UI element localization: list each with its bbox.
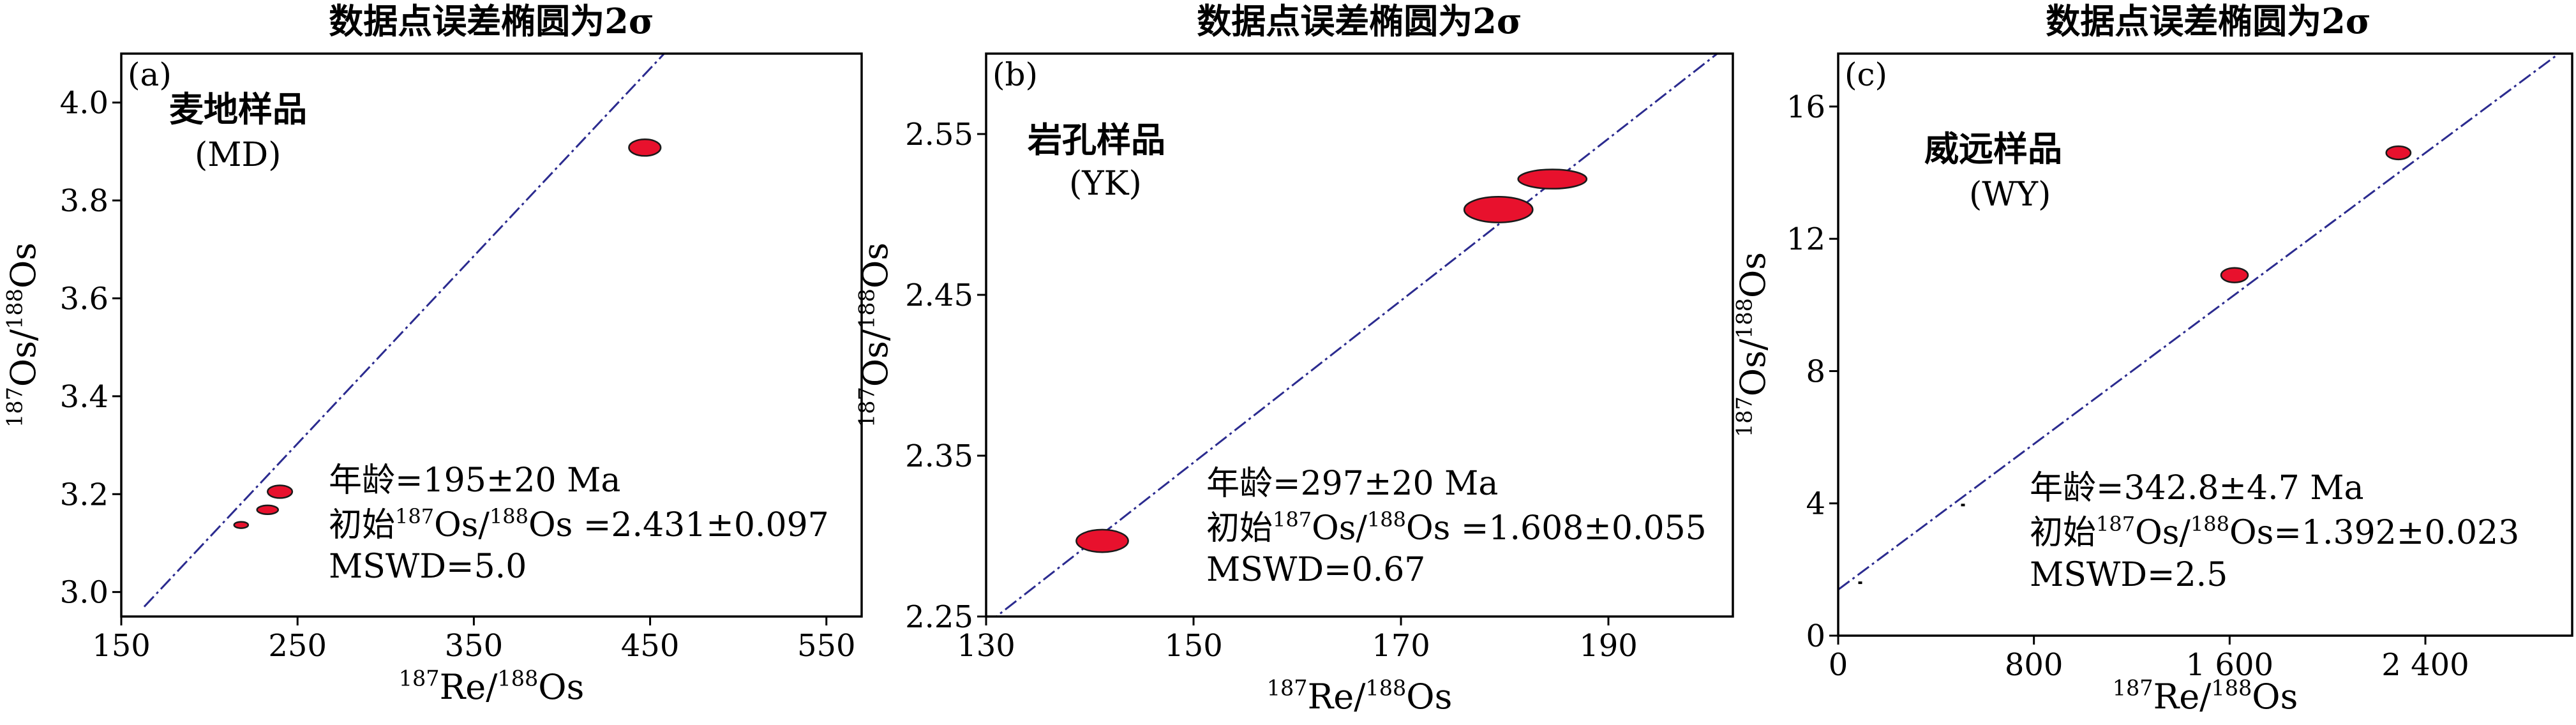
y-axis-label: 187Os/188Os [1732,252,1773,437]
sample-code: (WY) [1969,176,2051,214]
plot-frame [120,52,863,618]
x-axis-label: 187Re/188Os [399,666,585,707]
y-tick-label: 8 [1806,354,1825,389]
y-tick-label: 2.35 [905,438,973,474]
sample-code: (MD) [195,136,281,174]
y-tick-label: 3.2 [60,477,109,512]
x-axis-label: 187Re/188Os [2113,675,2298,717]
mswd-annotation: MSWD=0.67 [1206,551,1425,589]
initial-ratio-annotation: 初始187Os/188Os =2.431±0.097 [329,504,829,544]
y-tick-label: 2.45 [905,278,973,313]
age-annotation: 年龄=342.8±4.7 Ma [2030,469,2363,507]
error-ellipse-1 [1463,196,1534,223]
x-tick-label: 190 [1579,628,1638,664]
sample-name: 麦地样品 [169,89,307,130]
y-tick-label: 3.0 [60,575,109,611]
y-tick-label: 16 [1786,89,1825,125]
age-annotation: 年龄=297±20 Ma [1206,465,1498,503]
error-ellipse-1 [2385,145,2412,161]
small-data-mark-1 [1858,581,1862,585]
initial-ratio-annotation: 初始187Os/188Os =1.608±0.055 [1206,507,1707,548]
x-tick-label: 550 [797,628,856,664]
y-tick-label: 0 [1806,618,1825,654]
y-axis-label: 187Os/188Os [2,243,43,428]
chart-title: 数据点误差椭圆为2σ [1197,1,1522,41]
mswd-annotation: MSWD=2.5 [2030,556,2228,594]
mswd-annotation: MSWD=5.0 [329,548,527,586]
error-ellipse-2 [266,484,294,499]
x-tick-label: 130 [957,628,1015,664]
chart-title: 数据点误差椭圆为2σ [329,1,654,41]
y-tick-label: 3.8 [60,183,109,219]
small-data-mark-0 [1961,504,1965,507]
error-ellipse-3 [628,138,662,157]
x-tick-label: 800 [2005,647,2063,683]
x-tick-label: 350 [445,628,504,664]
y-tick-label: 3.4 [60,379,109,415]
age-annotation: 年龄=195±20 Ma [329,461,620,500]
chart-title: 数据点误差椭圆为2σ [2046,1,2370,41]
plot-area [994,54,1718,617]
isochron-line [143,54,665,608]
chart-panel-1: 数据点误差椭圆为2σ 130 150 170 190 2.25 2.35 2.45 2.55 18… [854,1,1734,717]
plot-area [1838,54,2561,591]
x-tick-label: 2 400 [2381,647,2469,683]
sample-name: 岩孔样品 [1028,119,1165,160]
x-tick-label: 150 [92,628,151,664]
y-tick-label: 3.6 [60,281,109,317]
plot-frame [985,52,1734,618]
x-tick-label: 250 [268,628,327,664]
x-tick-label: 170 [1372,628,1430,664]
x-tick-label: 0 [1829,647,1848,683]
x-tick-label: 450 [621,628,680,664]
panel-label: (a) [128,56,172,93]
plot-area [143,54,665,608]
error-ellipse-0 [1075,528,1129,553]
x-tick-label: 150 [1164,628,1223,664]
isochron-line [1838,54,2561,591]
y-tick-label: 12 [1786,221,1825,257]
y-axis-label: 187Os/188Os [854,243,895,428]
y-tick-label: 4.0 [60,86,109,121]
x-tick-label: 1 600 [2186,647,2273,683]
x-axis-label: 187Re/188Os [1267,675,1453,717]
initial-ratio-annotation: 初始187Os/188Os=1.392±0.023 [2030,512,2519,552]
panel-label: (b) [992,56,1038,93]
plot-frame [1837,52,2573,637]
error-ellipse-0 [233,521,250,529]
y-tick-label: 2.55 [905,117,973,153]
y-tick-label: 2.25 [905,599,973,635]
error-ellipse-1 [256,504,280,515]
error-ellipse-2 [1517,168,1588,190]
panel-label: (c) [1845,56,1887,93]
sample-name: 威远样品 [1924,128,2062,169]
y-tick-label: 4 [1806,486,1825,522]
chart-panel-2: 数据点误差椭圆为2σ 0 800 1 600 2 400 0 4 8 12 16 187Re/188… [1732,1,2573,717]
chart-panel-0: 数据点误差椭圆为2σ 150 250 350 450 550 3.0 3.2 3.4 3.6 3.8… [2,1,863,707]
sample-code: (YK) [1069,165,1142,203]
error-ellipse-0 [2220,267,2249,283]
